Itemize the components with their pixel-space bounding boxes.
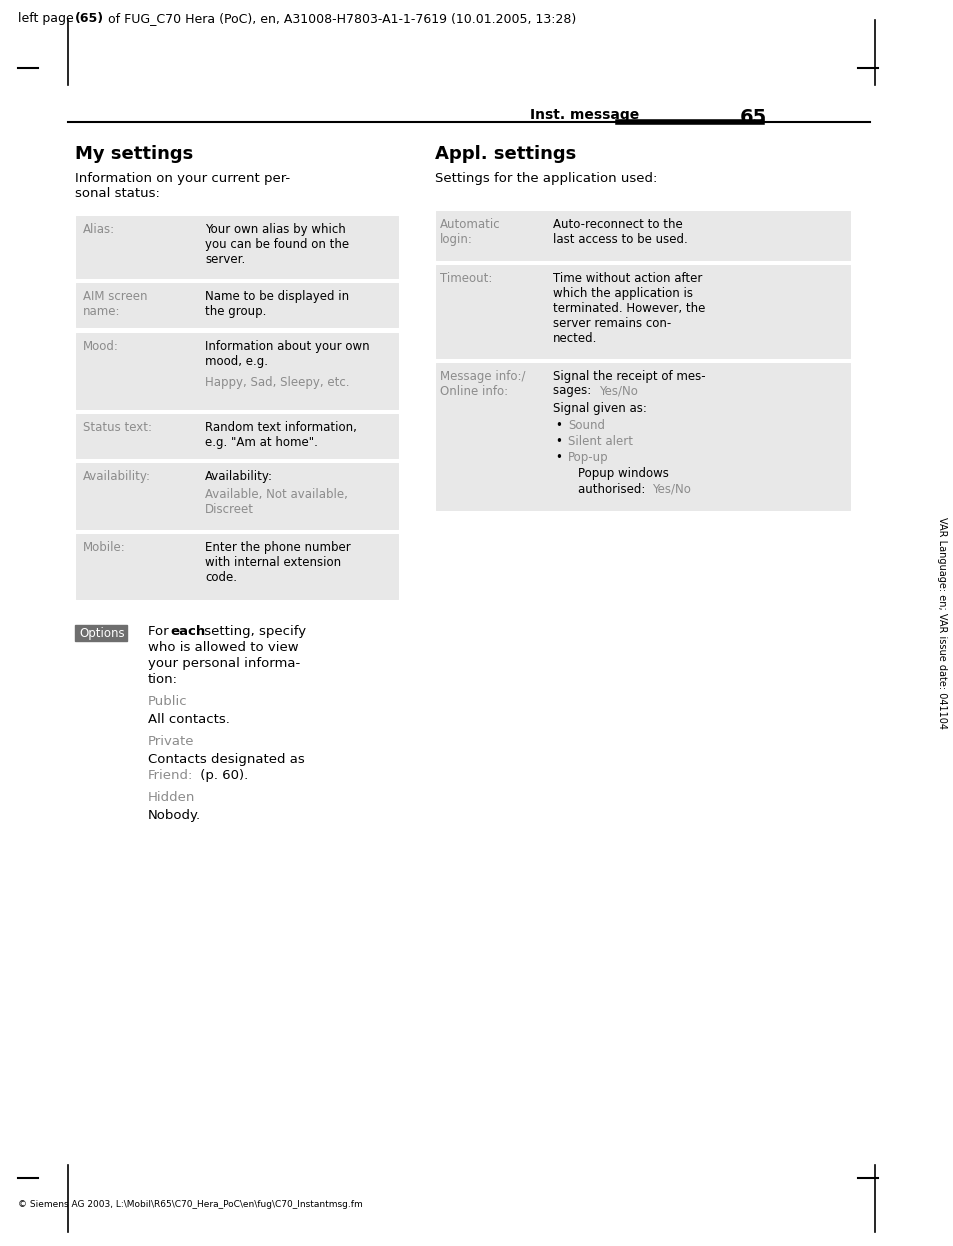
Text: Yes/No: Yes/No	[598, 384, 638, 397]
Text: Automatic
login:: Automatic login:	[439, 218, 500, 245]
Text: My settings: My settings	[75, 145, 193, 163]
Text: your personal informa-: your personal informa-	[148, 657, 300, 670]
Text: Happy, Sad, Sleepy, etc.: Happy, Sad, Sleepy, etc.	[205, 376, 349, 389]
Text: authorised:: authorised:	[578, 483, 648, 496]
Text: Status text:: Status text:	[83, 421, 152, 434]
Text: (65): (65)	[75, 12, 104, 25]
Text: Alias:: Alias:	[83, 223, 115, 235]
Text: Message info:/
Online info:: Message info:/ Online info:	[439, 370, 525, 397]
Text: Your own alias by which
you can be found on the
server.: Your own alias by which you can be found…	[205, 223, 349, 265]
Text: AIM screen
name:: AIM screen name:	[83, 290, 148, 318]
FancyBboxPatch shape	[75, 625, 127, 640]
Text: (p. 60).: (p. 60).	[195, 769, 248, 782]
Text: of FUG_C70 Hera (PoC), en, A31008-H7803-A1-1-7619 (10.01.2005, 13:28): of FUG_C70 Hera (PoC), en, A31008-H7803-…	[104, 12, 576, 25]
Text: left page: left page	[18, 12, 77, 25]
Text: Yes/No: Yes/No	[651, 483, 690, 496]
Text: Name to be displayed in
the group.: Name to be displayed in the group.	[205, 290, 349, 318]
Text: Hidden: Hidden	[148, 791, 195, 804]
Text: who is allowed to view: who is allowed to view	[148, 640, 298, 654]
Text: Settings for the application used:: Settings for the application used:	[435, 172, 657, 184]
Text: 65: 65	[740, 108, 766, 127]
Text: setting, specify: setting, specify	[200, 625, 306, 638]
FancyBboxPatch shape	[435, 363, 851, 512]
Text: Mobile:: Mobile:	[83, 541, 126, 554]
Text: VAR Language: en; VAR issue date: 041104: VAR Language: en; VAR issue date: 041104	[936, 517, 946, 729]
Text: Options: Options	[79, 627, 125, 640]
Text: Appl. settings: Appl. settings	[435, 145, 576, 163]
FancyBboxPatch shape	[75, 412, 399, 460]
Text: All contacts.: All contacts.	[148, 713, 230, 726]
Text: Silent alert: Silent alert	[567, 435, 633, 449]
Text: Information about your own
mood, e.g.: Information about your own mood, e.g.	[205, 340, 369, 368]
Text: Nobody.: Nobody.	[148, 809, 201, 822]
Text: Friend:: Friend:	[148, 769, 193, 782]
Text: Private: Private	[148, 735, 194, 748]
FancyBboxPatch shape	[75, 462, 399, 531]
FancyBboxPatch shape	[435, 211, 851, 262]
Text: Auto-reconnect to the
last access to be used.: Auto-reconnect to the last access to be …	[553, 218, 687, 245]
Text: Availability:: Availability:	[83, 470, 151, 483]
Text: Mood:: Mood:	[83, 340, 119, 353]
Text: tion:: tion:	[148, 673, 178, 687]
Text: Available, Not available,
Discreet: Available, Not available, Discreet	[205, 488, 348, 516]
Text: Enter the phone number
with internal extension
code.: Enter the phone number with internal ext…	[205, 541, 351, 584]
Text: •: •	[556, 451, 566, 464]
FancyBboxPatch shape	[435, 264, 851, 360]
FancyBboxPatch shape	[75, 533, 399, 601]
Text: each: each	[170, 625, 205, 638]
Text: Contacts designated as: Contacts designated as	[148, 753, 304, 766]
Text: •: •	[556, 435, 566, 449]
Text: Public: Public	[148, 695, 188, 708]
Text: Popup windows: Popup windows	[578, 467, 668, 480]
Text: Inst. message: Inst. message	[530, 108, 639, 122]
Text: Timeout:: Timeout:	[439, 272, 492, 285]
Text: Random text information,
e.g. "Am at home".: Random text information, e.g. "Am at hom…	[205, 421, 356, 449]
Text: sages:: sages:	[553, 384, 595, 397]
Text: •: •	[556, 419, 566, 432]
Text: For: For	[148, 625, 172, 638]
Text: Signal given as:: Signal given as:	[553, 402, 646, 415]
Text: Availability:: Availability:	[205, 470, 273, 483]
FancyBboxPatch shape	[75, 216, 399, 280]
FancyBboxPatch shape	[75, 331, 399, 411]
Text: Information on your current per-
sonal status:: Information on your current per- sonal s…	[75, 172, 290, 201]
FancyBboxPatch shape	[75, 282, 399, 329]
Text: Sound: Sound	[567, 419, 604, 432]
Text: © Siemens AG 2003, L:\Mobil\R65\C70_Hera_PoC\en\fug\C70_Instantmsg.fm: © Siemens AG 2003, L:\Mobil\R65\C70_Hera…	[18, 1200, 362, 1209]
Text: Signal the receipt of mes-: Signal the receipt of mes-	[553, 370, 705, 383]
Text: Time without action after
which the application is
terminated. However, the
serv: Time without action after which the appl…	[553, 272, 704, 345]
Text: Pop-up: Pop-up	[567, 451, 608, 464]
